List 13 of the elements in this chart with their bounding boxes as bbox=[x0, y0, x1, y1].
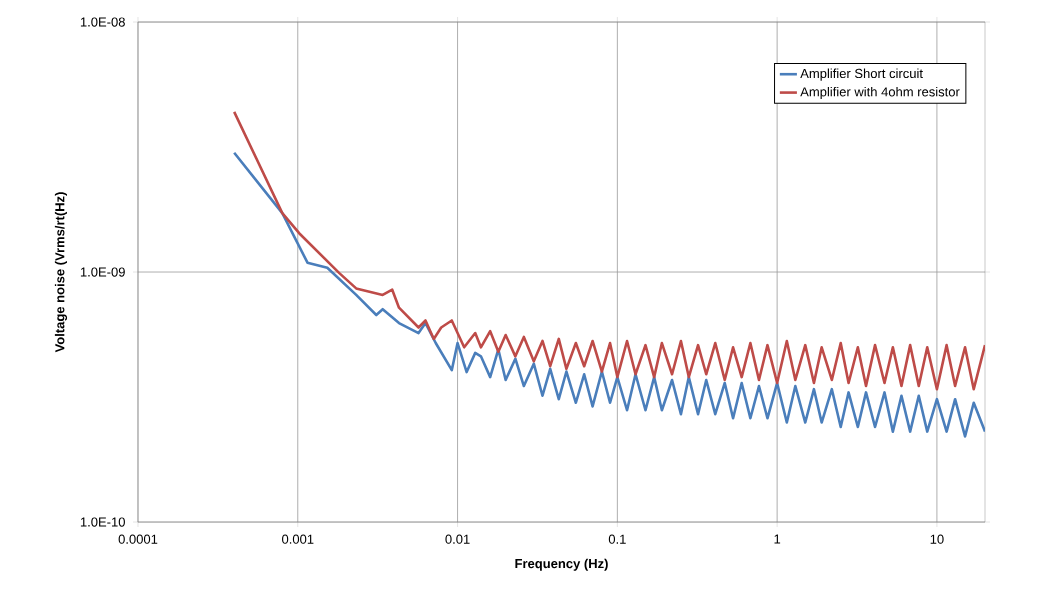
x-tick-label: 1 bbox=[774, 534, 781, 544]
y-tick-label: 1.0E-09 bbox=[80, 267, 125, 277]
x-tick-label: 0.001 bbox=[282, 534, 314, 544]
y-tick-label: 1.0E-08 bbox=[80, 17, 125, 27]
x-tick-label: 0.1 bbox=[608, 534, 626, 544]
legend-label: Amplifier with 4ohm resistor bbox=[800, 86, 960, 100]
x-tick-label: 10 bbox=[930, 534, 944, 544]
x-tick-label: 0.0001 bbox=[118, 534, 158, 544]
x-axis-title: Frequency (Hz) bbox=[515, 558, 608, 571]
y-tick-label: 1.0E-10 bbox=[80, 517, 125, 527]
legend-label: Amplifier Short circuit bbox=[800, 68, 923, 81]
y-axis-title: Voltage noise (Vrms/rt(Hz) bbox=[54, 192, 68, 353]
x-tick-label: 0.01 bbox=[445, 534, 470, 544]
